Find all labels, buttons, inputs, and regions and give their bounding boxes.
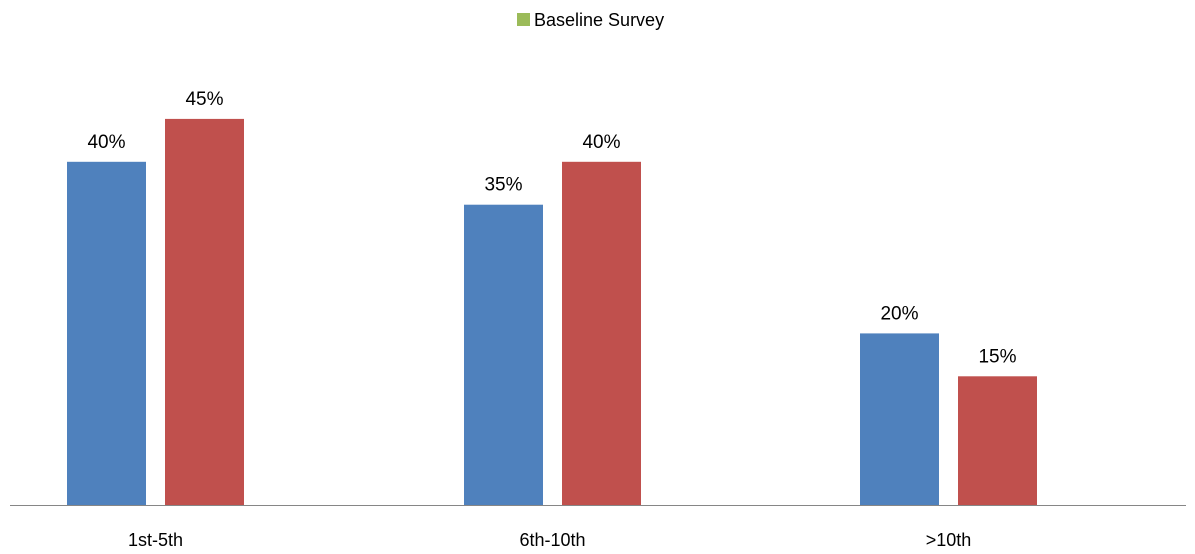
legend-swatch (517, 13, 530, 26)
bar-series-2-2 (562, 161, 641, 506)
data-label-series-2-3: 15% (978, 346, 1016, 367)
x-tick-label: 1st-5th (128, 530, 183, 550)
bar-series-2-3 (958, 376, 1037, 505)
x-tick-labels: 1st-5th 6th-10th >10th (128, 530, 971, 550)
data-label-series-2-2: 40% (582, 132, 620, 153)
bar-series-1-2 (464, 204, 543, 505)
bar-series-1-3 (860, 333, 939, 505)
x-tick-label: 6th-10th (519, 530, 585, 550)
data-label-series-2-1: 45% (185, 89, 223, 110)
bar-series-2-1 (165, 118, 244, 506)
data-label-series-1-2: 35% (484, 175, 522, 196)
bar-series-1-1 (67, 161, 146, 506)
legend-label: Baseline Survey (534, 10, 664, 30)
data-label-series-1-1: 40% (87, 132, 125, 153)
data-label-series-1-3: 20% (880, 303, 918, 324)
bars (67, 118, 1037, 506)
data-labels: 40% 35% 20% 45% 40% 15% (87, 89, 1016, 367)
x-tick-label: >10th (926, 530, 972, 550)
legend: Baseline Survey (517, 10, 664, 30)
